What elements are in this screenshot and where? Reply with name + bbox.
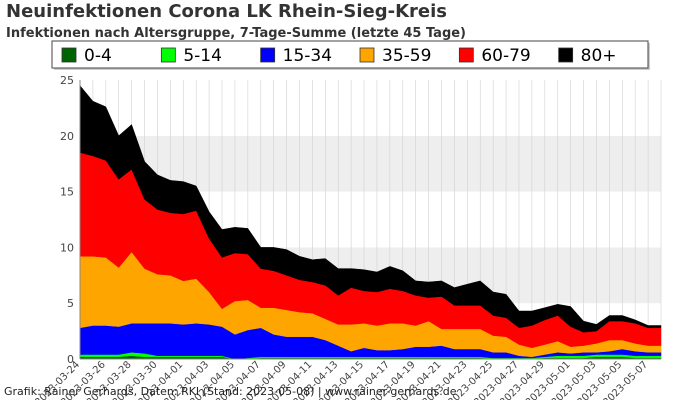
chart-title: Neuinfektionen Corona LK Rhein-Sieg-Krei… xyxy=(6,1,448,22)
legend-label-15-34: 15-34 xyxy=(283,46,332,66)
y-tick-label: 15 xyxy=(60,186,74,199)
legend-swatch-15-34 xyxy=(260,47,276,63)
legend-swatch-5-14 xyxy=(160,47,176,63)
legend-swatch-35-59 xyxy=(359,47,375,63)
legend-swatch-0-4 xyxy=(61,47,77,63)
legend-swatch-80+ xyxy=(558,47,574,63)
legend-label-0-4: 0-4 xyxy=(84,46,112,66)
legend-label-60-79: 60-79 xyxy=(481,46,530,66)
chart-subtitle: Infektionen nach Altersgruppe, 7-Tage-Su… xyxy=(6,26,467,41)
y-tick-label: 25 xyxy=(60,74,74,87)
y-tick-label: 5 xyxy=(67,297,74,310)
y-tick-label: 10 xyxy=(60,241,74,254)
y-tick-label: 20 xyxy=(60,130,74,143)
legend-swatch-60-79 xyxy=(458,47,474,63)
legend-label-5-14: 5-14 xyxy=(183,46,222,66)
legend-label-80+: 80+ xyxy=(581,46,617,66)
grid-band xyxy=(80,80,661,136)
y-tick-label: 0 xyxy=(67,353,74,366)
area-series-80+ xyxy=(79,84,662,333)
legend-box xyxy=(51,40,649,69)
source-footer: Grafik: Rainer Gerhards, Daten: RKI (Sta… xyxy=(4,385,457,398)
legend-label-35-59: 35-59 xyxy=(382,46,431,66)
